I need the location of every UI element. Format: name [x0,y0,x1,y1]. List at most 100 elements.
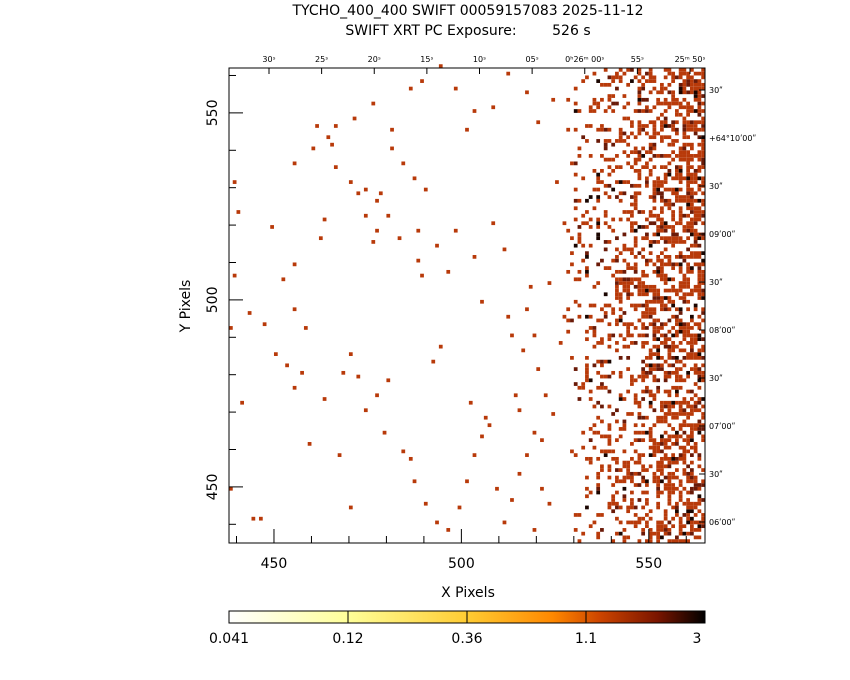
event-pixel [690,445,694,450]
event-pixel [596,195,601,199]
event-pixel [701,165,705,169]
event-pixel [667,352,672,356]
event-pixel [435,520,439,525]
event-pixel [701,258,705,263]
event-pixel [667,363,672,368]
event-pixel [686,266,691,270]
event-pixel [678,524,683,529]
event-pixel [678,187,683,192]
event-pixel [690,124,694,128]
event-pixel [660,296,664,300]
event-pixel [701,296,705,300]
event-pixel [652,449,657,454]
event-pixel [671,434,676,439]
event-pixel [701,374,705,379]
event-pixel [585,494,589,499]
event-pixel [671,71,676,76]
event-pixel [607,337,612,342]
event-pixel [648,172,653,177]
event-pixel [671,516,676,521]
event-pixel [551,412,556,416]
event-pixel [626,161,631,166]
event-pixel [686,423,691,428]
event-pixel [453,86,458,91]
event-pixel [678,101,683,106]
event-pixel [630,281,634,285]
event-pixel [648,120,653,125]
event-pixel [686,415,691,420]
event-pixel [675,329,679,334]
event-pixel [641,423,646,428]
event-pixel [671,284,676,289]
event-pixel [690,430,694,435]
event-pixel [686,262,691,267]
event-pixel [701,498,705,502]
event-pixel [622,105,627,110]
event-pixel [686,225,691,229]
event-pixel [656,232,661,237]
event-pixel [660,180,664,184]
event-pixel [701,198,705,203]
event-pixel [585,505,589,510]
event-pixel [678,400,683,405]
event-pixel [701,370,705,375]
event-pixel [682,333,687,338]
event-pixel [660,154,664,158]
event-pixel [663,419,668,424]
event-pixel [667,187,672,192]
event-pixel [656,131,661,136]
event-pixel [648,258,653,263]
event-pixel [682,198,687,203]
event-pixel [607,225,612,229]
event-pixel [626,217,631,222]
event-pixel [682,120,687,125]
event-pixel [645,109,649,113]
event-pixel [663,359,668,364]
event-pixel [675,154,679,158]
event-pixel [600,180,604,184]
event-pixel [645,165,649,169]
event-pixel [611,456,616,461]
event-pixel [686,172,691,177]
event-pixel [678,240,683,244]
event-pixel [678,434,683,439]
event-pixel [660,198,664,203]
event-pixel [697,101,702,106]
event-pixel [671,236,676,241]
event-pixel [596,490,601,495]
event-pixel [585,273,589,278]
event-pixel [630,322,634,327]
event-pixel [686,213,691,218]
event-pixel [596,475,601,480]
event-pixel [592,344,597,349]
event-pixel [701,277,705,282]
event-pixel [656,116,661,121]
event-pixel [686,322,691,327]
event-pixel [247,311,252,315]
event-pixel [660,269,664,274]
event-pixel [637,471,642,476]
event-pixel [618,370,623,375]
event-pixel [648,367,653,371]
event-pixel [675,191,679,196]
event-pixel [671,385,676,390]
event-pixel [678,266,683,270]
event-pixel [652,333,657,338]
event-pixel [622,180,627,184]
event-pixel [660,341,664,345]
event-pixel [566,329,571,334]
event-pixel [690,486,694,491]
event-pixel [596,281,601,285]
event-pixel [678,408,683,413]
event-pixel [652,453,657,457]
event-pixel [637,288,642,293]
event-pixel [600,464,604,469]
event-pixel [656,258,661,263]
event-pixel [690,86,694,91]
event-pixel [686,221,691,226]
event-pixel [588,154,593,158]
event-pixel [690,198,694,203]
event-pixel [618,127,623,132]
event-pixel [645,415,649,420]
event-pixel [596,318,601,323]
